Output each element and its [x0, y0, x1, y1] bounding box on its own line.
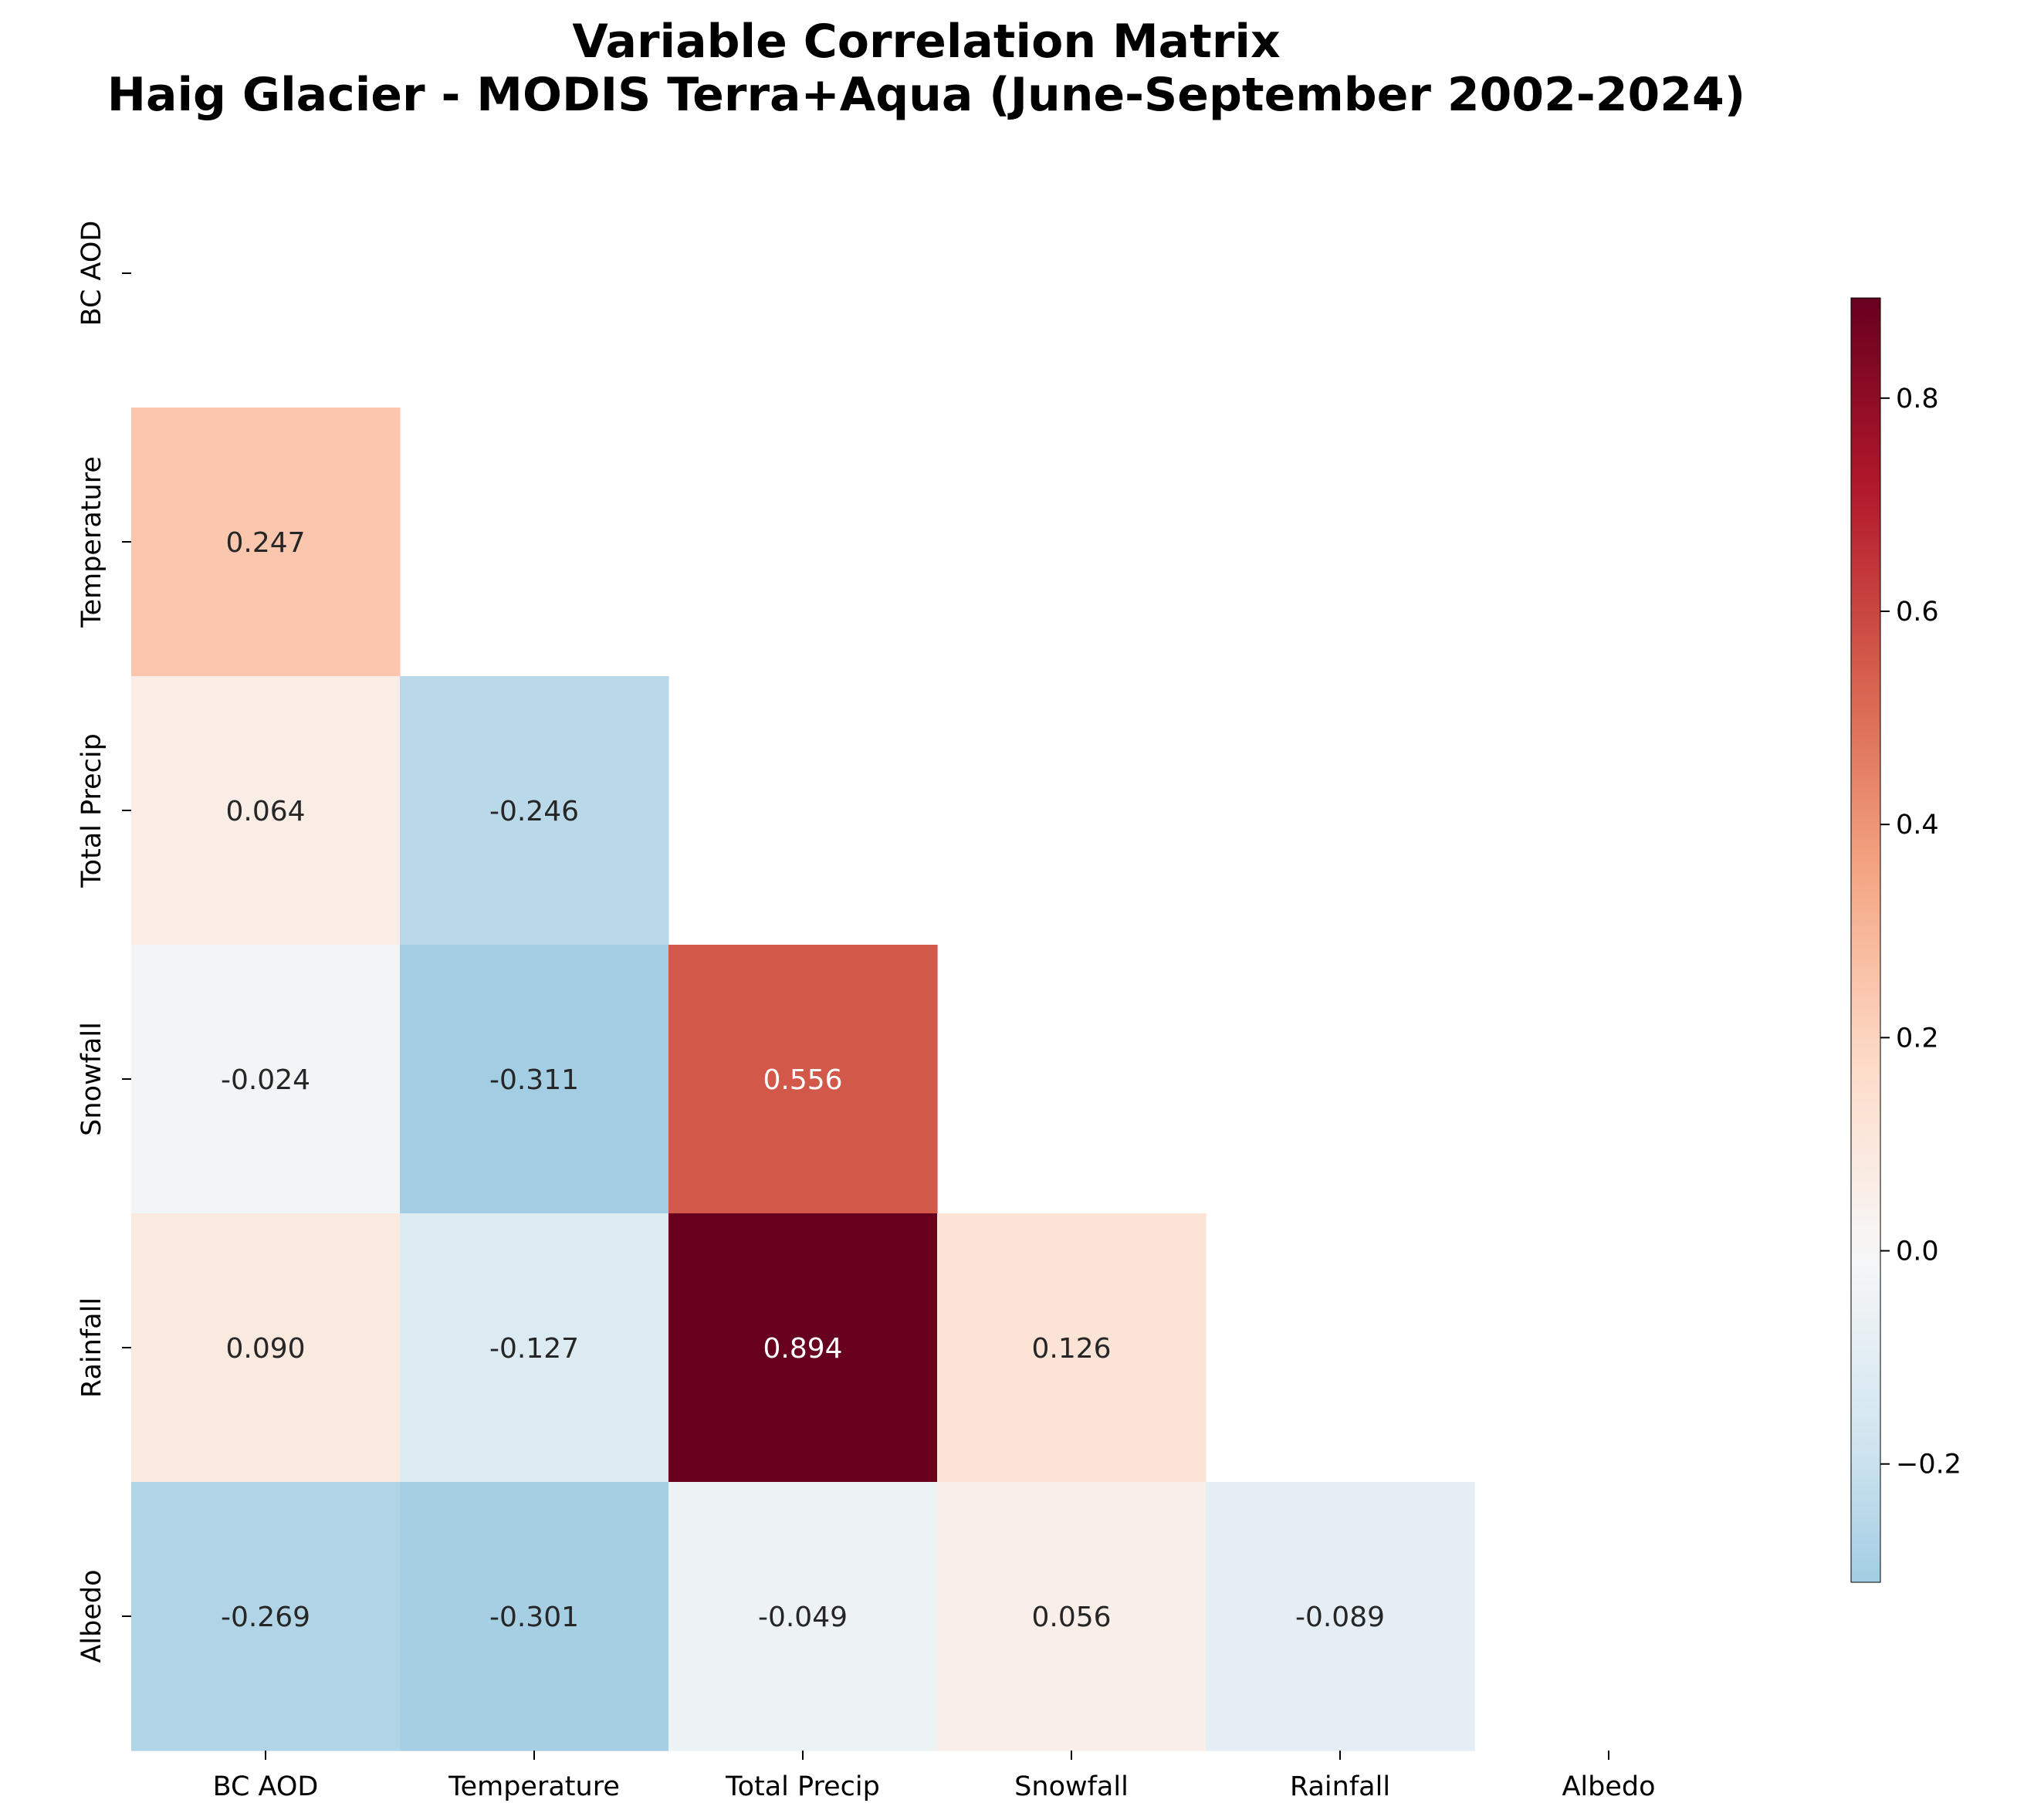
cell-value-label: -0.246	[489, 796, 579, 827]
x-tick-label: Temperature	[448, 1771, 620, 1802]
cell-value-label: -0.311	[489, 1064, 579, 1096]
colorbar-tick-label: 0.4	[1896, 810, 1939, 841]
heatmap-cell	[668, 1482, 938, 1751]
heatmap-cell	[937, 1482, 1207, 1751]
heatmap-cell	[668, 945, 938, 1214]
heatmap-cell	[668, 1213, 938, 1483]
heatmap-cell	[400, 1482, 669, 1751]
y-tick-label: Total Precip	[76, 733, 107, 888]
cell-value-label: 0.247	[225, 527, 305, 559]
x-tick-label: Albedo	[1562, 1771, 1655, 1802]
heatmap-cell	[400, 1213, 669, 1483]
heatmap-cell	[937, 1213, 1207, 1483]
y-tick-label: Temperature	[76, 456, 107, 628]
heatmap-cell	[131, 408, 401, 677]
colorbar-tick-label: 0.6	[1896, 597, 1939, 628]
cell-value-label: -0.301	[489, 1602, 579, 1633]
cell-value-label: -0.127	[489, 1333, 579, 1365]
colorbar-tick-label: 0.0	[1896, 1236, 1939, 1267]
heatmap-cell	[131, 676, 401, 946]
heatmap-cell	[1206, 1482, 1475, 1751]
heatmap-cell	[131, 1482, 401, 1751]
cell-value-label: -0.089	[1295, 1602, 1385, 1633]
colorbar	[1850, 297, 1881, 1583]
chart-title: Variable Correlation Matrix Haig Glacier…	[0, 15, 1853, 122]
colorbar-tick-label: −0.2	[1896, 1450, 1961, 1480]
x-tick-label: Snowfall	[1014, 1771, 1129, 1802]
cell-value-label: 0.126	[1031, 1333, 1111, 1365]
x-tick-label: BC AOD	[213, 1771, 319, 1802]
cell-value-label: 0.090	[225, 1333, 305, 1365]
heatmap-cell	[400, 945, 669, 1214]
y-tick-label: BC AOD	[76, 221, 107, 326]
x-tick-label: Total Precip	[725, 1771, 880, 1802]
cell-value-label: 0.064	[225, 796, 305, 827]
title-line-2: Haig Glacier - MODIS Terra+Aqua (June-Se…	[107, 68, 1746, 122]
cell-value-label: 0.894	[763, 1333, 842, 1365]
title-line-1: Variable Correlation Matrix	[572, 15, 1281, 69]
colorbar-tick-label: 0.8	[1896, 384, 1939, 414]
cell-value-label: 0.556	[763, 1064, 842, 1096]
y-tick-label: Rainfall	[76, 1297, 107, 1398]
colorbar-tick-label: 0.2	[1896, 1023, 1939, 1054]
y-tick-label: Albedo	[76, 1569, 107, 1663]
cell-value-label: -0.024	[221, 1064, 310, 1096]
cell-value-label: 0.056	[1031, 1602, 1111, 1633]
heatmap-cell	[131, 945, 401, 1214]
x-tick-label: Rainfall	[1290, 1771, 1390, 1802]
heatmap-cell	[131, 1213, 401, 1483]
cell-value-label: -0.049	[758, 1602, 848, 1633]
y-tick-label: Snowfall	[76, 1022, 107, 1136]
cell-value-label: -0.269	[221, 1602, 310, 1633]
heatmap-cell	[400, 676, 669, 946]
